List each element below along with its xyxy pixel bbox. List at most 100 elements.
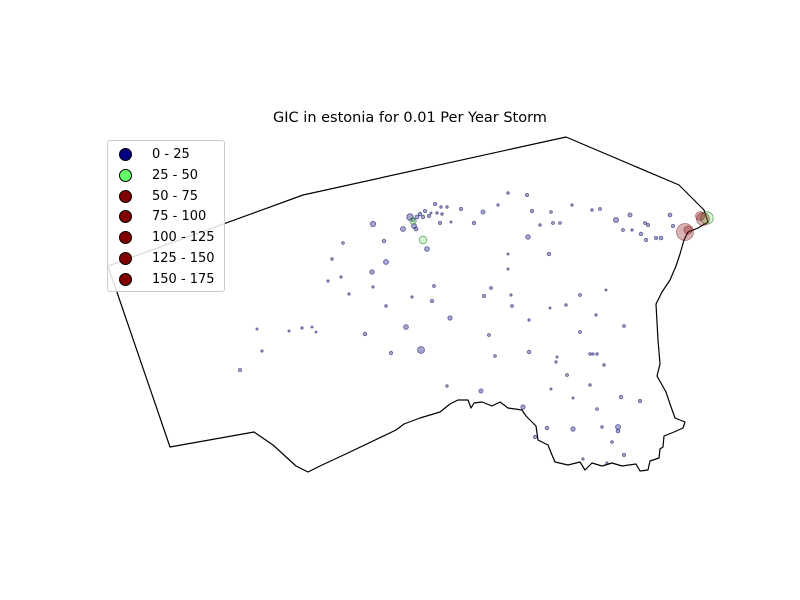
substation-marker: [417, 211, 423, 217]
substation-marker: [437, 220, 442, 225]
substation-marker: [525, 234, 531, 240]
substation-marker: [527, 318, 531, 322]
legend-swatch: [119, 231, 132, 245]
substation-marker: [643, 237, 649, 243]
substation-marker: [381, 238, 387, 244]
substation-marker: [362, 331, 368, 337]
substation-marker: [341, 241, 345, 245]
substation-marker: [683, 225, 693, 235]
substation-marker: [658, 235, 664, 241]
substation-marker: [403, 324, 409, 330]
substation-marker: [538, 223, 542, 227]
legend-swatch: [119, 252, 132, 265]
legend-item: 0 - 25: [108, 145, 224, 165]
substation-marker: [300, 326, 304, 330]
substation-marker: [544, 425, 550, 431]
substation-marker: [549, 210, 553, 214]
substation-marker: [570, 426, 576, 432]
legend: 0 - 25 25 - 50 50 - 75 75 - 100 100 - 125 125…: [107, 140, 225, 292]
substation-marker: [400, 226, 406, 232]
substation-marker: [413, 226, 419, 232]
substation-marker: [432, 201, 437, 206]
substation-marker: [610, 440, 614, 444]
substation-marker: [594, 313, 598, 317]
substation-marker: [621, 228, 625, 232]
substation-marker: [588, 383, 592, 387]
substation-marker: [424, 246, 430, 252]
substation-marker: [604, 288, 608, 292]
substation-marker: [558, 221, 562, 225]
substation-marker: [530, 208, 535, 213]
substation-marker: [590, 208, 594, 212]
legend-label: 0 - 25: [152, 147, 190, 162]
substation-marker: [525, 192, 530, 197]
substation-marker: [330, 257, 334, 261]
substation-marker: [326, 279, 330, 283]
substation-marker: [310, 325, 314, 329]
substation-marker: [439, 205, 443, 209]
substation-marker: [414, 214, 420, 220]
legend-item: 50 - 75: [108, 187, 224, 207]
legend-item: 100 - 125: [108, 228, 224, 248]
legend-label: 75 - 100: [152, 209, 207, 225]
substation-marker: [410, 295, 414, 299]
substation-marker: [426, 213, 432, 219]
substation-marker: [570, 203, 574, 207]
substation-marker: [458, 206, 464, 212]
substation-marker: [667, 212, 673, 218]
substation-marker: [481, 293, 486, 298]
substation-marker: [287, 329, 291, 333]
legend-item: 25 - 50: [108, 166, 224, 186]
substation-marker: [369, 220, 377, 228]
legend-item: 125 - 150: [108, 249, 224, 269]
substation-marker: [696, 212, 710, 226]
substation-marker: [339, 275, 343, 279]
substation-marker: [598, 207, 602, 211]
substation-marker: [555, 355, 559, 359]
substation-marker: [487, 333, 491, 337]
substation-marker: [432, 284, 436, 288]
substation-marker: [526, 349, 532, 355]
legend-label: 125 - 150: [152, 251, 215, 266]
legend-swatch: [119, 272, 132, 286]
substation-marker: [554, 360, 558, 364]
substation-marker: [314, 330, 318, 334]
substation-marker: [671, 223, 676, 228]
substation-marker: [646, 222, 651, 227]
substation-marker: [630, 228, 634, 232]
legend-item: 150 - 175: [108, 270, 224, 290]
substation-marker: [509, 293, 513, 297]
substation-marker: [605, 461, 609, 465]
substation-marker: [371, 285, 375, 289]
substation-marker: [676, 223, 694, 241]
substation-marker: [571, 396, 575, 400]
substation-marker: [643, 221, 647, 225]
substation-marker: [564, 303, 568, 307]
substation-marker: [429, 211, 433, 215]
substation-marker: [369, 269, 375, 275]
substation-marker: [578, 293, 582, 297]
substation-marker: [638, 231, 644, 237]
substation-marker: [260, 349, 264, 353]
substation-marker: [496, 203, 500, 207]
substation-marker: [595, 352, 599, 356]
substation-marker: [471, 220, 477, 226]
legend-label: 50 - 75: [152, 188, 199, 204]
substation-marker: [602, 363, 606, 367]
substation-marker: [388, 350, 394, 356]
substation-marker: [422, 208, 427, 213]
substation-marker: [429, 298, 434, 303]
substation-marker: [417, 346, 425, 354]
substation-marker: [551, 221, 555, 225]
substation-marker: [255, 327, 259, 331]
substation-marker: [493, 354, 497, 358]
legend-item: 75 - 100: [108, 207, 224, 227]
substation-marker: [447, 315, 453, 321]
substation-marker: [700, 211, 714, 225]
legend-label: 100 - 125: [152, 230, 215, 246]
substation-marker: [383, 259, 389, 265]
substation-marker: [347, 292, 351, 296]
substation-marker: [637, 398, 643, 404]
substation-marker: [440, 212, 444, 216]
